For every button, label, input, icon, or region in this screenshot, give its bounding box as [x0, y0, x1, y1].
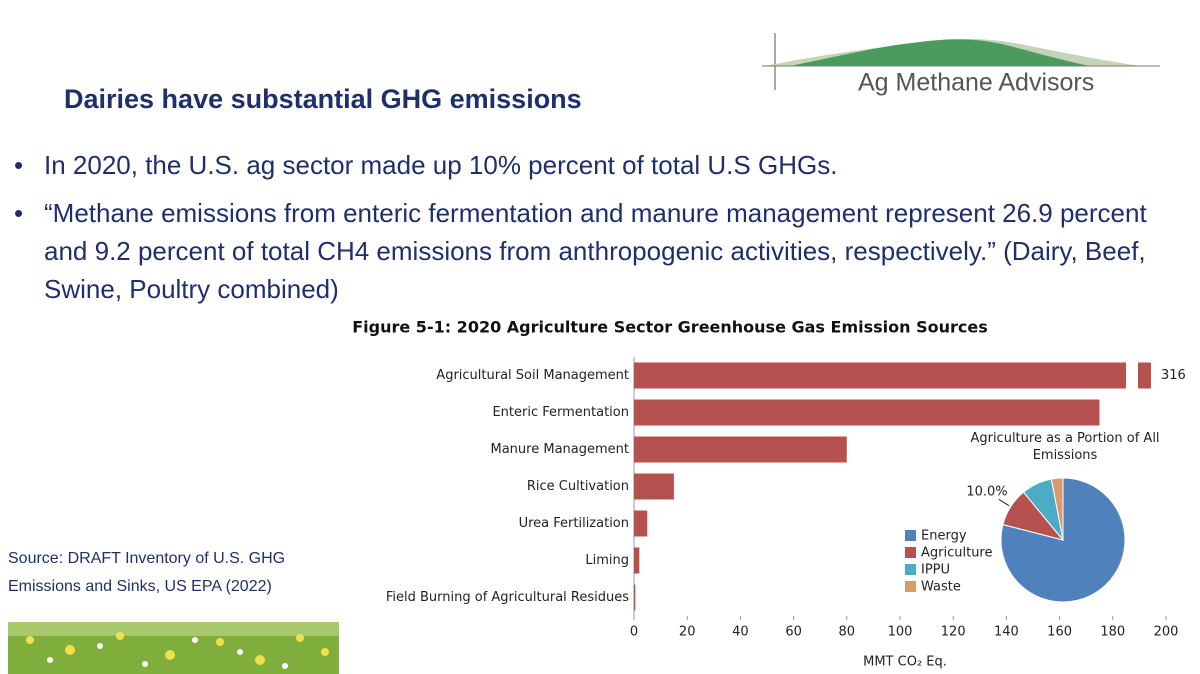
source-note: Source: DRAFT Inventory of U.S. GHG Emis…: [8, 550, 286, 595]
y-tick-label: Enteric Fermentation: [492, 405, 629, 420]
x-tick-label: 200: [1154, 625, 1179, 640]
legend-swatch: [905, 547, 916, 558]
y-tick-label: Agricultural Soil Management: [436, 368, 629, 383]
bar: [634, 399, 1100, 426]
legend-swatch: [905, 530, 916, 541]
y-tick-label: Rice Cultivation: [527, 479, 629, 494]
x-axis-label: MMT CO₂ Eq.: [863, 655, 947, 670]
legend-label: Waste: [921, 580, 961, 595]
value-label: 316: [1161, 368, 1186, 383]
label-leader: [998, 498, 1010, 507]
x-tick-label: 20: [679, 625, 696, 640]
bar: [634, 510, 648, 537]
x-tick-label: 100: [888, 625, 913, 640]
legend-label: Energy: [921, 529, 967, 544]
x-tick-label: 140: [994, 625, 1019, 640]
y-tick-label: Liming: [585, 553, 629, 568]
y-tick-label: Field Burning of Agricultural Residues: [386, 590, 629, 605]
legend-label: IPPU: [921, 563, 950, 578]
slide-title: Dairies have substantial GHG emissions: [64, 84, 582, 114]
legend-swatch: [905, 564, 916, 575]
figure-title: Figure 5-1: 2020 Agriculture Sector Gree…: [352, 318, 988, 337]
legend-label: Agriculture: [921, 546, 993, 561]
bar-break: [1138, 362, 1151, 389]
x-tick-label: 40: [732, 625, 749, 640]
x-tick-label: 120: [941, 625, 966, 640]
bar: [634, 473, 674, 500]
bullet-list: In 2020, the U.S. ag sector made up 10% …: [14, 146, 1174, 318]
bar: [634, 547, 640, 574]
pie-title: Agriculture as a Portion of All Emission…: [970, 431, 1160, 463]
pie-slice: [1050, 477, 1064, 541]
y-tick-label: Manure Management: [491, 442, 630, 457]
bullet: “Methane emissions from enteric fermenta…: [14, 194, 1174, 308]
bar: [634, 362, 1126, 389]
x-tick-label: 60: [785, 625, 802, 640]
legend-swatch: [905, 581, 916, 592]
logo-text: Ag Methane Advisors: [858, 69, 1094, 97]
bar: [634, 584, 636, 611]
meadow-image: [8, 622, 339, 674]
bullet: In 2020, the U.S. ag sector made up 10% …: [14, 146, 1174, 184]
logo: Ag Methane Advisors: [762, 33, 1160, 97]
value-label: 10.0%: [966, 484, 1007, 499]
bar: [634, 436, 847, 463]
x-tick-label: 0: [630, 625, 638, 640]
x-tick-label: 180: [1100, 625, 1125, 640]
y-tick-label: Urea Fertilization: [519, 516, 629, 531]
x-tick-label: 160: [1047, 625, 1072, 640]
x-tick-label: 80: [839, 625, 856, 640]
